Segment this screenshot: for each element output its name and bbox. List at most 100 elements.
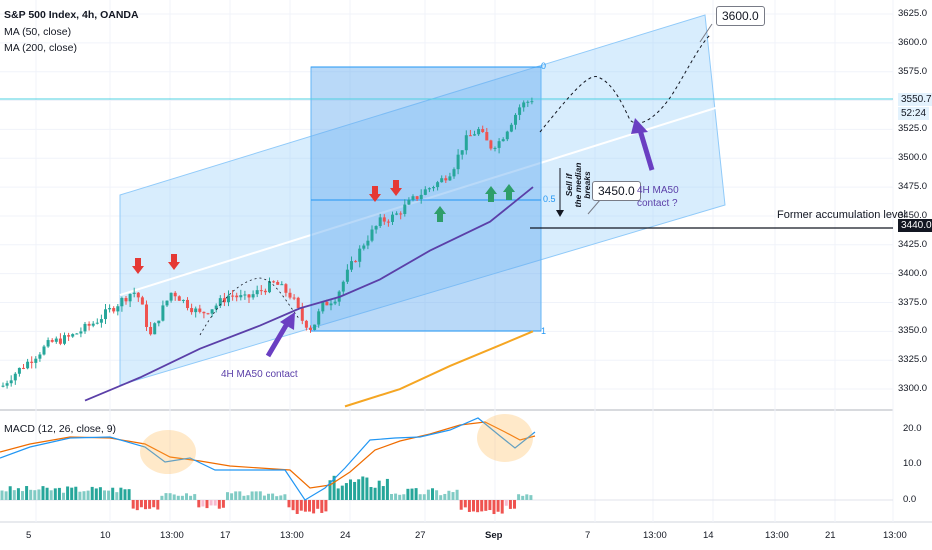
macd-bar: [287, 500, 291, 508]
candle-body: [104, 309, 107, 320]
candle-body: [399, 213, 403, 215]
candle-body: [411, 196, 415, 200]
macd-bar: [29, 489, 33, 500]
candle-body: [460, 150, 464, 155]
ma200-legend[interactable]: MA (200, close): [4, 42, 77, 54]
macd-bar: [513, 500, 516, 509]
down-arrow-1: [171, 254, 177, 262]
macd-bar: [463, 500, 467, 508]
candle-body: [522, 102, 526, 108]
price-tick-9: 3400.0: [898, 267, 928, 279]
time-tick-13: 13:00: [883, 530, 907, 541]
macd-bar: [217, 500, 221, 509]
candle-body: [157, 320, 161, 324]
macd-bar: [398, 494, 402, 500]
candle-body: [91, 323, 95, 326]
candle-body: [58, 338, 62, 344]
macd-bar: [37, 489, 41, 500]
macd-bar: [476, 500, 480, 513]
macd-bar: [197, 500, 201, 508]
macd-bar: [8, 486, 12, 500]
candle-body: [54, 338, 58, 342]
macd-bar: [246, 495, 250, 500]
time-tick-12: 21: [825, 530, 836, 541]
time-tick-11: 13:00: [765, 530, 789, 541]
down-arrow-head-3: [390, 188, 402, 196]
macd-bar: [336, 488, 340, 500]
macd-bar: [271, 493, 275, 500]
candle-body: [477, 129, 481, 135]
macd-bar: [381, 486, 385, 500]
candle-body: [313, 324, 317, 330]
macd-bar: [115, 492, 119, 500]
macd-bar: [57, 487, 61, 500]
candle-body: [210, 309, 214, 314]
price-tick-6: 3475.0: [898, 181, 928, 193]
candle-body: [415, 196, 419, 200]
macd-bar: [373, 487, 377, 500]
macd-bar: [414, 488, 418, 500]
macd-bar: [357, 479, 361, 500]
time-tick-10: 14: [703, 530, 714, 541]
macd-bar: [119, 487, 123, 500]
symbol-line: S&P 500 Index, 4h, OANDA: [4, 9, 139, 21]
candle-body: [427, 188, 431, 190]
candle-body: [436, 182, 440, 188]
price-tick-0: 3625.0: [898, 8, 928, 19]
candle-body: [22, 367, 25, 369]
candle-body: [514, 114, 517, 125]
macd-highlight-2: [477, 414, 533, 462]
candle-body: [292, 297, 296, 299]
candle-body: [448, 176, 452, 181]
candle-body: [493, 147, 497, 149]
time-tick-1: 10: [100, 530, 111, 541]
candle-body: [296, 297, 300, 308]
ma50-legend[interactable]: MA (50, close): [4, 26, 72, 38]
candle-body: [391, 214, 394, 222]
macd-bar: [90, 486, 94, 500]
candle-body: [116, 306, 120, 312]
macd-tick-1: 10.0: [903, 458, 922, 470]
contact-left-label: 4H MA50 contact: [221, 369, 298, 380]
macd-bar: [472, 500, 475, 512]
candle-body: [222, 298, 226, 303]
macd-bar: [303, 500, 307, 512]
candle-body: [153, 323, 157, 335]
candle-body: [198, 308, 202, 312]
macd-bar: [98, 487, 102, 500]
macd-bar: [480, 500, 484, 512]
macd-bar: [525, 494, 529, 500]
candle-body: [165, 300, 169, 306]
macd-bar: [21, 491, 24, 500]
macd-bar: [172, 494, 176, 500]
macd-bar: [103, 490, 106, 500]
macd-legend[interactable]: MACD (12, 26, close, 9): [4, 423, 117, 435]
candle-body: [173, 292, 177, 297]
candle-body: [419, 194, 423, 200]
price-tick-8: 3425.0: [898, 238, 928, 250]
macd-bar: [160, 495, 164, 500]
macd-bar: [332, 475, 336, 500]
time-tick-8: 7: [585, 530, 591, 541]
macd-bar: [41, 486, 45, 500]
macd-bar: [385, 478, 389, 500]
candle-body: [5, 383, 9, 386]
candle-body: [325, 301, 329, 306]
macd-bar: [316, 500, 320, 509]
candle-body: [99, 319, 103, 323]
candle-body: [452, 169, 456, 177]
contact-right-label-1: 4H MA50: [637, 185, 679, 196]
price-tick-13: 3300.0: [898, 383, 928, 395]
up-arrow-head-2: [503, 184, 515, 192]
price-tick-5: 3500.0: [898, 152, 928, 164]
mid-callout: 3450.0: [592, 181, 641, 201]
macd-bar: [189, 495, 193, 500]
macd-bar: [500, 500, 504, 514]
contact-arrow-left: [265, 320, 291, 358]
candle-body: [341, 281, 345, 292]
candle-body: [120, 298, 124, 307]
candle-body: [1, 385, 5, 387]
target-callout-pointer: [699, 23, 713, 43]
